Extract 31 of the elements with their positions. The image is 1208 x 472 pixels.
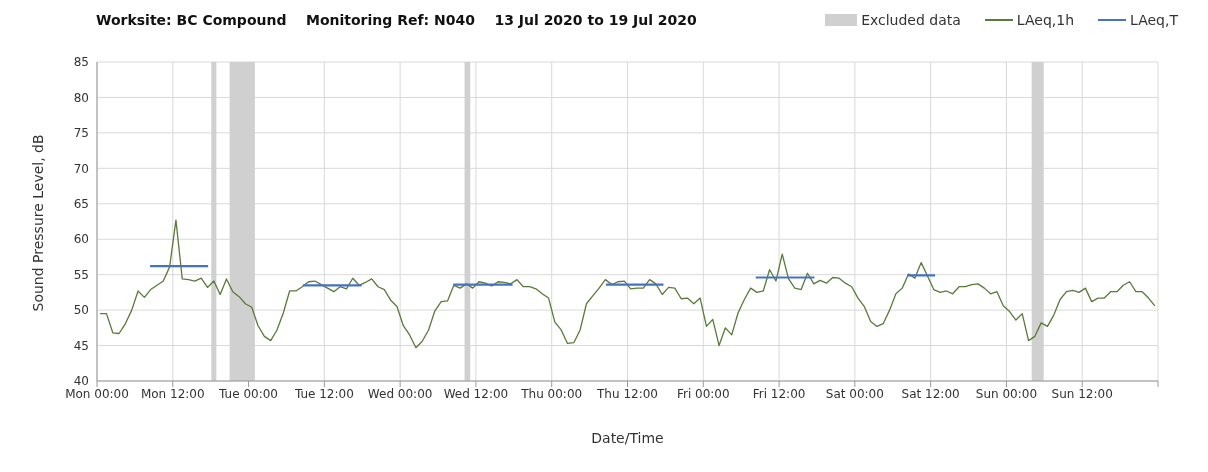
legend-label: Excluded data: [861, 12, 961, 28]
y-tick-label: 85: [73, 55, 89, 70]
x-tick-label: Mon 00:00: [65, 386, 129, 401]
y-tick-label: 50: [73, 303, 89, 318]
y-tick-label: 65: [73, 197, 89, 212]
x-tick-label: Thu 00:00: [520, 386, 583, 401]
y-tick-label: 75: [73, 126, 89, 141]
x-tick-label: Fri 12:00: [752, 386, 806, 401]
x-tick-label: Wed 12:00: [443, 386, 509, 401]
x-tick-label: Fri 00:00: [676, 386, 730, 401]
y-tick-label: 80: [73, 90, 89, 105]
x-tick-label: Sat 12:00: [901, 386, 960, 401]
legend-label: LAeq,1h: [1016, 12, 1075, 28]
x-axis-title: Date/Time: [591, 430, 664, 446]
x-tick-label: Sat 00:00: [825, 386, 884, 401]
y-tick-label: 55: [73, 267, 89, 282]
x-tick-label: Tue 00:00: [218, 386, 279, 401]
x-tick-label: Sun 12:00: [1051, 386, 1113, 401]
line-series: [99, 219, 1156, 349]
chart-title: Worksite: BC Compound Monitoring Ref: N040 13 Jul 2020 to 19 Jul 2020: [96, 12, 697, 28]
y-tick-label: 40: [73, 374, 89, 389]
x-tick-label: Sun 00:00: [975, 386, 1038, 401]
legend-label: LAeq,T: [1130, 12, 1178, 28]
x-tick-label: Mon 12:00: [140, 386, 205, 401]
y-tick-label: 45: [73, 338, 89, 353]
y-tick-label: 60: [73, 232, 89, 247]
y-axis-title: Sound Pressure Level, dB: [29, 134, 46, 312]
y-tick-label: 70: [73, 161, 89, 176]
x-tick-label: Thu 12:00: [596, 386, 658, 401]
x-tick-label: Tue 12:00: [293, 386, 354, 401]
x-tick-label: Wed 00:00: [367, 386, 433, 401]
